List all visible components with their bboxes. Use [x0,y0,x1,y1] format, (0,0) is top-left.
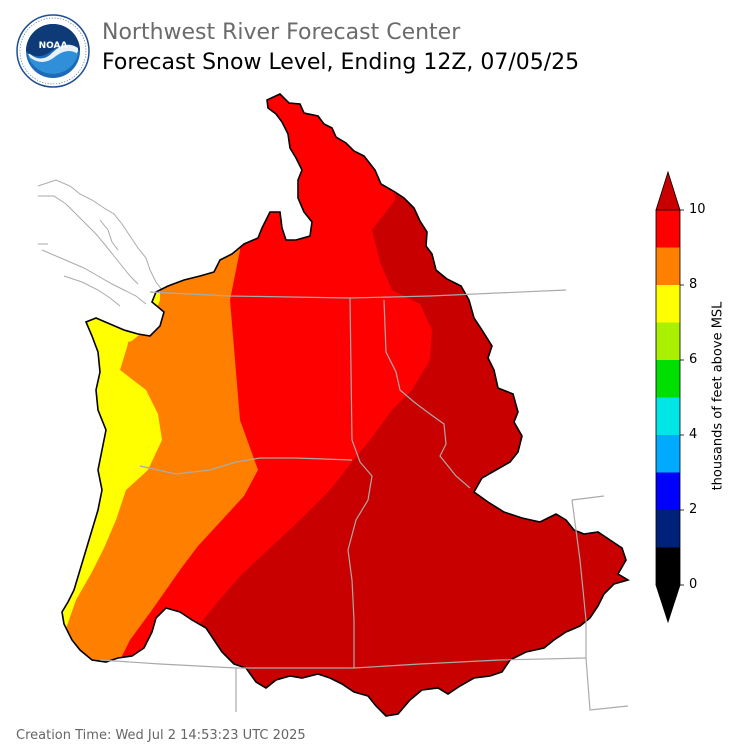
colorbar-tick-6: 6 [689,352,698,367]
creation-time: Creation Time: Wed Jul 2 14:53:23 UTC 20… [16,728,306,743]
colorbar-tick-10: 10 [689,202,706,217]
state-boundaries [99,289,629,712]
colorbar-tick-4: 4 [689,427,698,442]
colorbar-5-6 [656,360,680,398]
colorbar-2-3 [656,472,680,510]
colorbar-label: thousands of feet above MSL [710,301,726,491]
product-title: Forecast Snow Level, Ending 12Z, 07/05/2… [102,50,580,75]
colorbar-8-9 [656,247,680,285]
colorbar-7-8 [656,285,680,323]
colorbar-0-1 [656,547,680,585]
colorbar-tick-0: 0 [689,577,698,592]
colorbar-tick-8: 8 [689,277,698,292]
colorbar-1-2 [656,510,680,548]
colorbar-6-7 [656,322,680,360]
noaa-logo: NOAA [16,14,90,88]
svg-text:NOAA: NOAA [39,41,68,51]
agency-title: Northwest River Forecast Center [102,20,461,45]
colorbar-4-5 [656,397,680,435]
colorbar-tick-2: 2 [689,502,698,517]
colorbar-9-10 [656,210,680,248]
colorbar-over-arrow [655,170,681,211]
colorbar-3-4 [656,435,680,473]
colorbar-under-arrow [655,584,681,624]
